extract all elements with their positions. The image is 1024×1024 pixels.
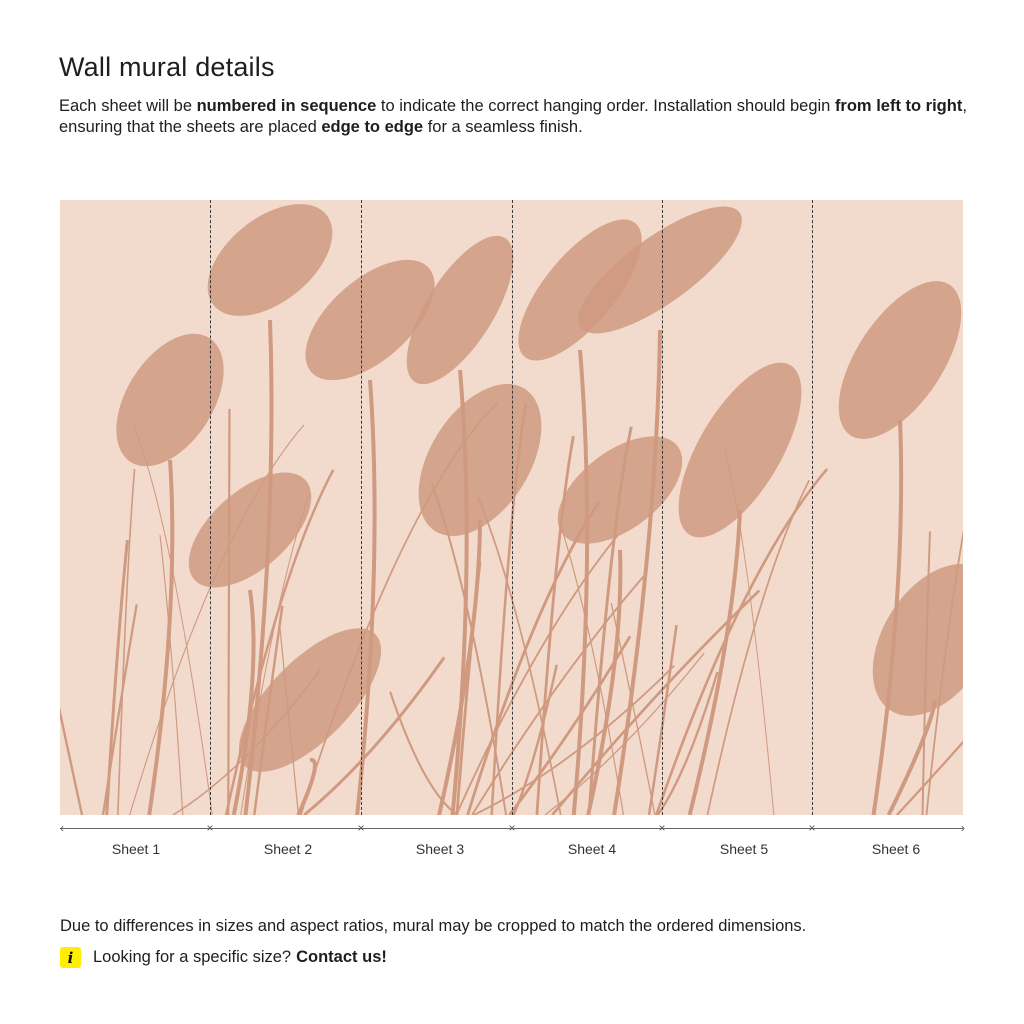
cross-tick-icon: × — [357, 821, 365, 835]
grass-stem — [231, 589, 256, 815]
cross-tick-icon: × — [508, 821, 516, 835]
contact-row: i Looking for a specific size? Contact u… — [60, 947, 387, 968]
grass-blade — [300, 401, 499, 815]
sheet-label-4: Sheet 4 — [567, 841, 617, 857]
sheet-divider — [812, 200, 813, 815]
grass-plume — [578, 206, 742, 334]
grass-blade — [706, 479, 810, 815]
grass-blade — [610, 602, 656, 815]
grass-stem — [586, 549, 623, 815]
sheet-label-1: Sheet 1 — [111, 841, 161, 857]
grass-plume — [872, 564, 963, 716]
grass-plume — [238, 628, 382, 772]
width-ruler — [60, 828, 963, 829]
size-question: Looking for a specific size? — [93, 948, 292, 966]
grass-plume — [207, 204, 333, 316]
grass-blade — [558, 520, 625, 815]
grass-blade — [896, 740, 963, 815]
arrow-right-icon: › — [961, 821, 965, 835]
grass-blade — [133, 424, 213, 815]
pampas-grass-image — [60, 204, 963, 815]
grass-blade — [724, 449, 775, 815]
grass-blade — [490, 402, 528, 815]
intro-text: Each sheet will be numbered in sequence … — [59, 97, 967, 136]
grass-blade — [253, 605, 284, 815]
grass-plume — [518, 219, 642, 361]
grass-blade — [455, 561, 482, 815]
sheet-label-3: Sheet 3 — [415, 841, 465, 857]
crop-note: Due to differences in sizes and aspect r… — [60, 917, 807, 935]
grass-blade — [430, 483, 508, 815]
info-icon: i — [60, 947, 81, 968]
grass-blade — [224, 469, 335, 815]
grass-stem — [687, 509, 742, 815]
grass-blade — [473, 665, 675, 815]
sheet-divider — [210, 200, 211, 815]
grass-stem — [612, 329, 662, 815]
grass-plume — [406, 235, 514, 385]
grass-blade — [159, 535, 184, 815]
grass-blade — [551, 589, 761, 815]
grass-blade — [105, 539, 129, 815]
grass-blade — [535, 435, 575, 815]
grass-blade — [60, 706, 84, 815]
sheet-divider — [512, 200, 513, 815]
grass-blade — [389, 691, 459, 815]
grass-blade — [655, 468, 829, 815]
sheet-label-5: Sheet 5 — [719, 841, 769, 857]
sheet-label-6: Sheet 6 — [871, 841, 921, 857]
cross-tick-icon: × — [206, 821, 214, 835]
sheet-divider — [662, 200, 663, 815]
grass-stem — [871, 419, 904, 815]
grass-stem — [147, 459, 175, 815]
grass-blade — [508, 635, 632, 815]
grass-blade — [921, 531, 932, 815]
arrow-left-icon: ‹ — [60, 821, 64, 835]
grass-blade — [303, 656, 446, 815]
grass-blade — [278, 622, 300, 815]
grass-blade — [172, 668, 322, 815]
grass-plume — [678, 362, 802, 538]
contact-link[interactable]: Contact us! — [296, 948, 387, 966]
grass-stem — [355, 379, 377, 815]
grass-blade — [587, 426, 633, 815]
cross-tick-icon: × — [658, 821, 666, 835]
grass-blade — [129, 424, 305, 815]
grass-blade — [656, 671, 719, 815]
grass-plume — [418, 383, 542, 537]
grass-plume — [305, 259, 435, 381]
grass-blade — [512, 664, 558, 815]
sheet-label-2: Sheet 2 — [263, 841, 313, 857]
page-title: Wall mural details — [59, 52, 275, 82]
grass-blade — [925, 529, 963, 815]
grass-plume — [838, 281, 962, 439]
sheet-divider — [361, 200, 362, 815]
grass-blade — [227, 408, 231, 815]
grass-blade — [455, 534, 619, 815]
cross-tick-icon: × — [808, 821, 816, 835]
grass-stem — [571, 349, 590, 815]
grass-plume — [188, 472, 312, 588]
grass-blade — [466, 500, 601, 815]
grass-plume — [116, 333, 224, 467]
grass-blade — [117, 469, 136, 815]
